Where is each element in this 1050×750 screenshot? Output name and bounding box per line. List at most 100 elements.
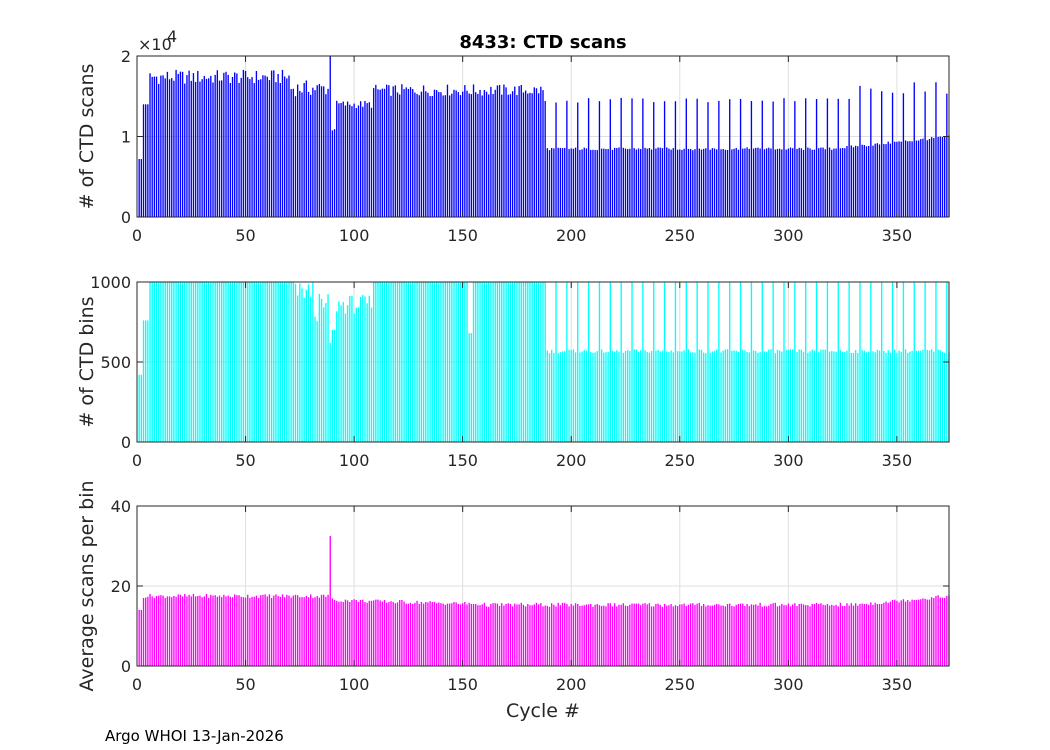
bar-cycle-92 <box>336 600 338 666</box>
bar-cycle-249 <box>676 351 679 442</box>
bar-cycle-235 <box>646 604 648 666</box>
bar-cycle-231 <box>637 352 640 442</box>
bar-cycle-100 <box>353 313 355 442</box>
bar-cycle-103 <box>359 101 362 217</box>
bar-cycle-267 <box>716 349 718 442</box>
bar-cycle-301 <box>789 349 792 442</box>
bar-cycle-179 <box>524 606 527 666</box>
bar-cycle-185 <box>537 604 540 666</box>
y-tick-label: 0 <box>121 657 131 676</box>
bar-cycle-53 <box>251 282 253 442</box>
bar-cycle-205 <box>581 149 583 217</box>
bar-cycle-290 <box>765 351 768 442</box>
bar-cycle-315 <box>820 349 822 442</box>
bar-cycle-186 <box>540 603 542 666</box>
bar-cycle-161 <box>485 606 488 666</box>
bar-cycle-304 <box>796 606 798 666</box>
bar-cycle-254 <box>687 349 690 442</box>
bar-cycle-146 <box>453 89 455 217</box>
bar-cycle-247 <box>672 148 674 217</box>
bar-cycle-61 <box>268 594 271 666</box>
bar-cycle-229 <box>633 603 635 666</box>
bar-cycle-352 <box>900 351 902 442</box>
bar-cycle-269 <box>720 149 722 217</box>
y-tick-label: 0 <box>121 433 131 452</box>
bar-cycle-265 <box>711 148 714 217</box>
bar-cycle-175 <box>516 282 518 442</box>
bar-cycle-215 <box>603 605 605 666</box>
bar-cycle-280 <box>744 606 746 666</box>
bar-cycle-55 <box>255 595 258 666</box>
bar-cycle-131 <box>420 602 423 666</box>
bar-cycle-24 <box>188 594 190 666</box>
bar-cycle-87 <box>325 596 327 666</box>
bar-cycle-133 <box>425 282 427 442</box>
bar-cycle-103 <box>359 600 362 666</box>
bar-cycle-187 <box>542 282 544 442</box>
bar-cycle-306 <box>800 349 803 442</box>
bar-cycle-89 <box>329 56 331 217</box>
bar-cycle-67 <box>281 594 284 666</box>
x-tick-label: 100 <box>339 451 370 470</box>
bar-cycle-297 <box>781 351 783 442</box>
bar-cycle-179 <box>524 282 527 442</box>
bar-cycle-118 <box>392 602 394 666</box>
bar-cycle-190 <box>548 353 551 442</box>
bar-cycle-83 <box>316 321 318 442</box>
bar-cycle-94 <box>340 601 342 666</box>
bar-cycle-347 <box>889 143 892 217</box>
bar-cycle-97 <box>346 101 349 217</box>
bar-cycle-246 <box>670 149 672 217</box>
bar-cycle-129 <box>416 282 418 442</box>
bar-cycle-233 <box>642 98 644 217</box>
bar-cycle-156 <box>475 604 477 666</box>
bar-cycle-15 <box>168 596 171 666</box>
bar-cycle-52 <box>249 79 251 217</box>
bar-cycle-86 <box>323 86 325 218</box>
bar-cycle-155 <box>472 84 475 217</box>
bar-cycle-213 <box>598 101 601 217</box>
bar-cycle-332 <box>857 353 859 442</box>
bar-cycle-152 <box>466 282 468 442</box>
bar-cycle-226 <box>627 606 629 666</box>
bar-cycle-124 <box>405 282 407 442</box>
bar-cycle-274 <box>731 606 733 666</box>
bar-cycle-240 <box>657 603 659 666</box>
bar-cycle-38 <box>218 80 221 217</box>
bar-cycle-157 <box>477 282 479 442</box>
bar-cycle-105 <box>364 100 366 217</box>
bar-cycle-308 <box>805 282 807 442</box>
bar-cycle-123 <box>403 282 405 442</box>
bar-cycle-102 <box>357 105 360 217</box>
bar-cycle-258 <box>696 282 698 442</box>
bar-cycle-39 <box>221 597 223 666</box>
bar-cycle-254 <box>687 604 690 666</box>
bar-cycle-102 <box>357 602 360 666</box>
bar-cycle-164 <box>492 93 494 217</box>
bar-cycle-276 <box>735 147 737 217</box>
bar-cycle-180 <box>527 93 529 217</box>
bar-cycle-128 <box>414 602 416 666</box>
bar-cycle-271 <box>724 149 727 217</box>
bar-cycle-283 <box>750 604 753 666</box>
bar-cycle-98 <box>349 602 351 666</box>
bar-cycle-47 <box>238 82 240 217</box>
bar-cycle-165 <box>494 603 496 666</box>
bar-cycle-151 <box>464 602 466 666</box>
bar-cycle-268 <box>718 604 720 666</box>
bar-cycle-85 <box>320 86 323 217</box>
bar-cycle-177 <box>520 84 522 217</box>
bar-cycle-293 <box>772 282 774 442</box>
bar-cycle-338 <box>870 282 872 442</box>
bar-cycle-366 <box>930 597 933 666</box>
bar-cycle-33 <box>207 598 210 666</box>
bar-cycle-107 <box>368 295 370 442</box>
bar-cycle-99 <box>351 600 353 666</box>
bar-cycle-262 <box>705 606 707 666</box>
bar-cycle-153 <box>468 602 470 666</box>
bar-cycle-257 <box>694 352 696 442</box>
bar-cycle-145 <box>451 282 453 442</box>
bar-cycle-242 <box>661 606 664 666</box>
bar-cycle-44 <box>231 282 234 442</box>
x-tick-label: 300 <box>773 451 804 470</box>
